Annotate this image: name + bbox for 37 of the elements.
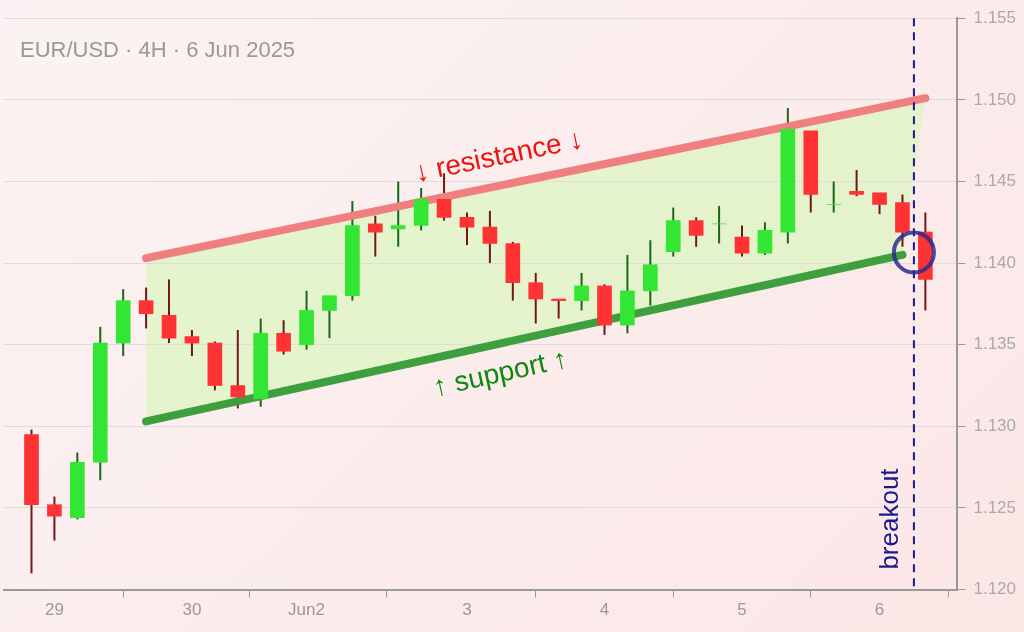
candlestick [47, 495, 62, 542]
x-tick-label: 4 [599, 600, 610, 620]
y-tick-label: 1.130 [973, 416, 1017, 436]
y-tick-label: 1.150 [973, 89, 1017, 109]
candlestick [276, 319, 291, 356]
y-tick-label: 1.155 [973, 7, 1017, 27]
candlestick [161, 278, 177, 345]
candlestick [184, 329, 200, 358]
candlestick [138, 286, 154, 330]
annotation: breakout [874, 467, 905, 570]
text: ↑ support ↑ [429, 342, 571, 403]
candlestick [482, 209, 498, 265]
x-tick-label: Jun2 [288, 600, 325, 620]
text: EUR/USD · 4H · 6 Jun 2025 [20, 37, 296, 63]
candlestick [390, 180, 406, 248]
y-tick-label: 1.140 [973, 252, 1017, 272]
y-tick-label: 1.125 [973, 497, 1017, 517]
candlestick [367, 214, 383, 258]
x-tick-label: 6 [874, 600, 885, 620]
y-tick-label: 1.145 [973, 171, 1017, 191]
x-tick-label: 5 [737, 600, 747, 620]
candlestick [734, 224, 750, 258]
candlestick [322, 294, 337, 340]
x-tick-label: 3 [462, 600, 472, 620]
candlestick [826, 180, 842, 214]
y-tick-label: 1.120 [973, 579, 1017, 599]
candlestick [688, 216, 704, 248]
y-tick-label: 1.135 [973, 334, 1017, 354]
candlestick [528, 271, 544, 325]
text: ↓ resistance ↓ [411, 123, 586, 188]
candlestick [574, 271, 589, 312]
x-tick-label: 30 [182, 600, 202, 620]
candlestick [757, 221, 773, 256]
candlestick [230, 329, 246, 410]
candlestick [459, 211, 475, 247]
x-tick-label: 29 [44, 600, 64, 620]
candlestick [849, 169, 864, 198]
